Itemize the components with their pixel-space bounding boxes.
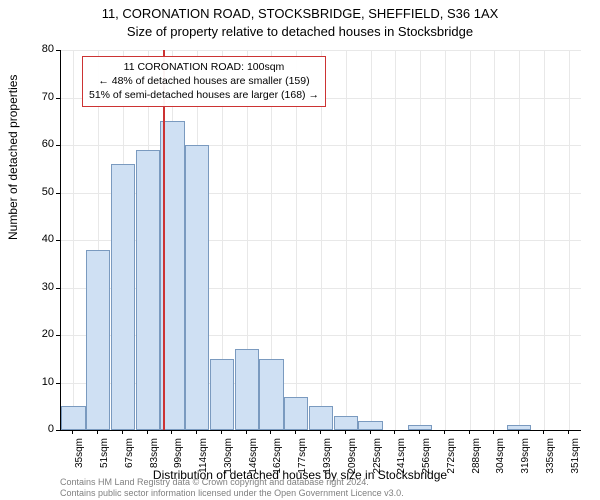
- bar: [309, 406, 333, 430]
- ytick-label: 60: [14, 138, 54, 150]
- xtick-mark: [419, 430, 420, 434]
- gridline-v: [346, 50, 347, 430]
- xtick-mark: [221, 430, 222, 434]
- bar: [284, 397, 308, 430]
- histogram-chart: 11, CORONATION ROAD, STOCKSBRIDGE, SHEFF…: [0, 0, 600, 500]
- xtick-mark: [320, 430, 321, 434]
- bar: [259, 359, 283, 430]
- attribution-line-2: Contains public sector information licen…: [60, 488, 404, 498]
- annotation-line-3: 51% of semi-detached houses are larger (…: [89, 88, 319, 102]
- bar: [185, 145, 209, 430]
- xtick-mark: [147, 430, 148, 434]
- xtick-mark: [246, 430, 247, 434]
- bar: [61, 406, 85, 430]
- xtick-mark: [270, 430, 271, 434]
- gridline-v: [420, 50, 421, 430]
- gridline-v: [395, 50, 396, 430]
- gridline-v: [296, 50, 297, 430]
- gridline-v: [470, 50, 471, 430]
- bar: [111, 164, 135, 430]
- ytick-label: 0: [14, 423, 54, 435]
- attribution-text: Contains HM Land Registry data © Crown c…: [60, 477, 404, 498]
- xtick-mark: [370, 430, 371, 434]
- xtick-mark: [394, 430, 395, 434]
- xtick-mark: [493, 430, 494, 434]
- gridline-v: [544, 50, 545, 430]
- gridline-v: [445, 50, 446, 430]
- xtick-mark: [444, 430, 445, 434]
- gridline-v: [73, 50, 74, 430]
- xtick-mark: [518, 430, 519, 434]
- attribution-line-1: Contains HM Land Registry data © Crown c…: [60, 477, 404, 487]
- gridline-v: [519, 50, 520, 430]
- bar: [358, 421, 382, 431]
- chart-title-main: 11, CORONATION ROAD, STOCKSBRIDGE, SHEFF…: [0, 6, 600, 21]
- xtick-mark: [72, 430, 73, 434]
- ytick-label: 40: [14, 233, 54, 245]
- bar: [86, 250, 110, 431]
- annotation-box: 11 CORONATION ROAD: 100sqm ← 48% of deta…: [82, 56, 326, 107]
- ytick-label: 30: [14, 281, 54, 293]
- bar: [136, 150, 160, 430]
- ytick-label: 50: [14, 186, 54, 198]
- ytick-label: 10: [14, 376, 54, 388]
- annotation-line-1: 11 CORONATION ROAD: 100sqm: [89, 60, 319, 74]
- bar: [210, 359, 234, 430]
- xtick-mark: [171, 430, 172, 434]
- xtick-mark: [97, 430, 98, 434]
- annotation-line-2: ← 48% of detached houses are smaller (15…: [89, 74, 319, 88]
- gridline-v: [569, 50, 570, 430]
- xtick-mark: [568, 430, 569, 434]
- xtick-mark: [345, 430, 346, 434]
- bar: [334, 416, 358, 430]
- xtick-mark: [543, 430, 544, 434]
- gridline-v: [494, 50, 495, 430]
- gridline-v: [371, 50, 372, 430]
- ytick-label: 80: [14, 43, 54, 55]
- chart-title-sub: Size of property relative to detached ho…: [0, 24, 600, 39]
- bar: [235, 349, 259, 430]
- xtick-mark: [295, 430, 296, 434]
- plot-area: [60, 50, 581, 431]
- marker-line: [163, 50, 165, 430]
- gridline-v: [321, 50, 322, 430]
- ytick-label: 70: [14, 91, 54, 103]
- xtick-mark: [122, 430, 123, 434]
- ytick-label: 20: [14, 328, 54, 340]
- xtick-mark: [196, 430, 197, 434]
- xtick-mark: [469, 430, 470, 434]
